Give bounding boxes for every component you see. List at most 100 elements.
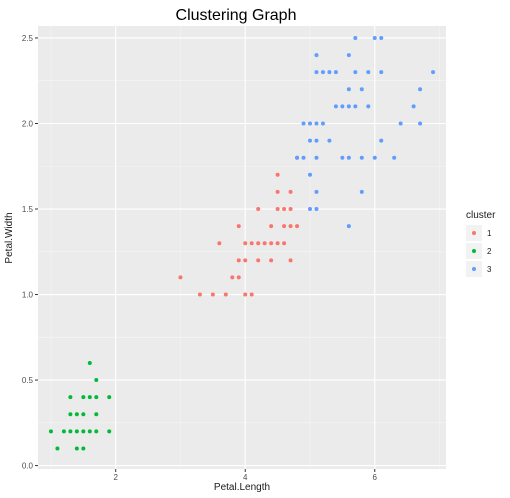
cluster-3-point [392, 155, 397, 160]
cluster-3-point [346, 53, 351, 58]
data-points [48, 35, 436, 451]
cluster-1-point [197, 292, 202, 297]
cluster-3-point [359, 87, 364, 92]
cluster-3-point [314, 189, 319, 194]
cluster-1-point [269, 258, 274, 263]
legend-key-2 [472, 249, 476, 253]
cluster-3-point [308, 172, 312, 177]
cluster-2-point [68, 395, 73, 400]
x-axis-label: Petal.Length [214, 482, 270, 493]
cluster-1-point [288, 224, 293, 229]
cluster-2-point [48, 429, 53, 434]
cluster-1-point [243, 292, 248, 297]
cluster-1-point [223, 292, 228, 297]
y-tick-label: 0.0 [22, 462, 34, 471]
cluster-2-point [61, 429, 66, 434]
cluster-1-point [236, 224, 241, 229]
cluster-1-point [282, 224, 287, 229]
cluster-3-point [353, 104, 358, 109]
cluster-3-point [320, 121, 325, 126]
cluster-2-point [94, 429, 99, 434]
cluster-1-point [275, 207, 280, 212]
cluster-3-point [308, 207, 312, 212]
legend-key-1 [472, 231, 476, 235]
legend-label-1: 1 [487, 229, 492, 238]
cluster-2-point [87, 395, 92, 400]
cluster-3-point [314, 53, 319, 58]
legend-label-3: 3 [487, 265, 492, 274]
cluster-1-point [236, 258, 241, 263]
cluster-1-point [217, 241, 222, 246]
cluster-1-point [236, 275, 241, 280]
cluster-3-point [346, 155, 351, 160]
cluster-2-point [94, 378, 99, 383]
cluster-3-point [327, 70, 332, 75]
cluster-3-point [301, 155, 306, 160]
cluster-3-point [320, 70, 325, 75]
cluster-3-point [314, 138, 319, 143]
cluster-3-point [398, 121, 403, 126]
cluster-3-point [308, 138, 312, 143]
cluster-1-point [269, 224, 274, 229]
cluster-1-point [262, 241, 267, 246]
cluster-3-point [346, 87, 351, 92]
cluster-3-point [346, 224, 351, 229]
cluster-2-point [107, 395, 112, 400]
cluster-2-point [94, 395, 99, 400]
cluster-2-point [107, 429, 112, 434]
x-tick-label: 4 [243, 473, 248, 482]
cluster-1-point [243, 241, 248, 246]
cluster-3-point [379, 70, 384, 75]
cluster-1-point [210, 292, 215, 297]
cluster-3-point [418, 121, 423, 126]
y-tick-label: 1.0 [22, 291, 34, 300]
legend-title: cluster [466, 210, 496, 221]
cluster-2-point [87, 429, 92, 434]
cluster-2-point [81, 446, 86, 451]
cluster-1-point [230, 275, 235, 280]
cluster-2-point [68, 429, 73, 434]
cluster-2-point [87, 360, 92, 365]
cluster-1-point [282, 241, 287, 246]
cluster-3-point [308, 121, 312, 126]
cluster-1-point [295, 224, 300, 229]
cluster-1-point [249, 292, 254, 297]
cluster-2-point [94, 412, 99, 417]
grid-lines [38, 26, 446, 469]
y-tick-label: 2.0 [22, 119, 34, 128]
cluster-3-point [314, 207, 319, 212]
cluster-3-point [372, 155, 377, 160]
cluster-3-point [353, 35, 358, 40]
cluster-3-point [379, 138, 384, 143]
cluster-3-point [314, 70, 319, 75]
cluster-3-point [353, 70, 358, 75]
cluster-3-point [333, 70, 338, 75]
cluster-3-point [431, 70, 436, 75]
cluster-1-point [275, 172, 280, 177]
cluster-2-point [81, 412, 86, 417]
cluster-1-point [243, 258, 248, 263]
cluster-1-point [288, 189, 293, 194]
y-tick-label: 1.5 [22, 205, 34, 214]
cluster-3-point [366, 70, 371, 75]
x-ticks: 2 4 6 [113, 469, 378, 482]
x-tick-label: 2 [113, 473, 118, 482]
cluster-2-point [74, 429, 79, 434]
legend-key-3 [472, 267, 476, 271]
cluster-1-point [178, 275, 183, 280]
cluster-2-point [81, 429, 86, 434]
cluster-2-point [55, 446, 60, 451]
cluster-3-point [359, 189, 364, 194]
legend-label-2: 2 [487, 247, 492, 256]
cluster-3-point [314, 155, 319, 160]
cluster-1-point [256, 258, 261, 263]
legend: cluster 1 2 3 [466, 210, 496, 277]
cluster-3-point [346, 104, 351, 109]
y-axis-label: Petal.Width [4, 212, 15, 263]
cluster-1-point [282, 207, 287, 212]
cluster-2-point [68, 412, 73, 417]
cluster-3-point [301, 121, 306, 126]
cluster-1-point [288, 207, 293, 212]
y-tick-label: 0.5 [22, 376, 34, 385]
